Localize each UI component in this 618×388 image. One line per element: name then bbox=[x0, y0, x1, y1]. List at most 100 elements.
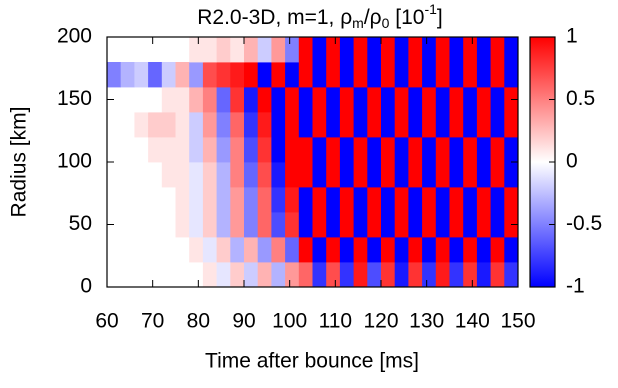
heat-cell bbox=[353, 137, 368, 163]
heat-cell bbox=[161, 87, 176, 113]
y-tick-label: 200 bbox=[57, 25, 92, 48]
heat-cell bbox=[504, 262, 519, 288]
heat-cell bbox=[422, 137, 437, 163]
heat-cell bbox=[312, 87, 327, 113]
heat-cell bbox=[230, 212, 245, 238]
heat-cell bbox=[490, 212, 505, 238]
y-tick-label: 150 bbox=[57, 87, 92, 110]
heat-cell bbox=[161, 237, 176, 263]
heat-cell bbox=[107, 212, 122, 238]
heat-cell bbox=[326, 37, 341, 63]
heat-cell bbox=[202, 137, 217, 163]
heat-cell bbox=[326, 162, 341, 188]
heat-cell bbox=[367, 62, 382, 88]
heat-cell bbox=[449, 137, 464, 163]
heat-cell bbox=[285, 212, 300, 238]
heat-cell bbox=[202, 237, 217, 263]
heat-cell bbox=[422, 162, 437, 188]
heat-cell bbox=[504, 112, 519, 138]
heat-cell bbox=[134, 112, 149, 138]
heat-cell bbox=[463, 212, 478, 238]
heat-cell bbox=[394, 137, 409, 163]
heat-cell bbox=[381, 187, 396, 213]
heat-cell bbox=[271, 62, 286, 88]
heat-cell bbox=[161, 62, 176, 88]
heat-cell bbox=[435, 237, 450, 263]
heat-cell bbox=[298, 37, 313, 63]
heat-cell bbox=[175, 87, 190, 113]
heat-cell bbox=[476, 62, 491, 88]
heat-cell bbox=[449, 237, 464, 263]
heat-cell bbox=[107, 62, 122, 88]
heat-cell bbox=[339, 112, 354, 138]
heat-cell bbox=[463, 112, 478, 138]
heat-cell bbox=[476, 187, 491, 213]
heat-cell bbox=[271, 137, 286, 163]
heat-cell bbox=[134, 237, 149, 263]
heat-cell bbox=[312, 37, 327, 63]
heat-cell bbox=[490, 137, 505, 163]
heat-cell bbox=[161, 187, 176, 213]
heat-cell bbox=[298, 137, 313, 163]
heat-cell bbox=[120, 112, 135, 138]
heat-cell bbox=[326, 212, 341, 238]
heat-cell bbox=[271, 87, 286, 113]
heat-cell bbox=[285, 137, 300, 163]
heat-cell bbox=[120, 62, 135, 88]
heat-cell bbox=[394, 37, 409, 63]
heat-cell bbox=[476, 262, 491, 288]
title-part: R2.0-3D, m=1, ρ bbox=[197, 6, 352, 29]
heat-cell bbox=[422, 62, 437, 88]
heat-cell bbox=[326, 112, 341, 138]
heat-cell bbox=[285, 37, 300, 63]
heat-cell bbox=[134, 187, 149, 213]
heat-cell bbox=[175, 137, 190, 163]
heat-cell bbox=[449, 187, 464, 213]
heat-cell bbox=[422, 112, 437, 138]
heat-cell bbox=[271, 112, 286, 138]
heat-cell bbox=[216, 212, 231, 238]
heat-cell bbox=[449, 62, 464, 88]
heat-cell bbox=[202, 262, 217, 288]
heat-cell bbox=[120, 137, 135, 163]
heat-cell bbox=[353, 262, 368, 288]
x-tick-label: 60 bbox=[95, 310, 118, 333]
heat-cell bbox=[216, 162, 231, 188]
heat-cell bbox=[435, 112, 450, 138]
y-axis-label: Radius [km] bbox=[8, 107, 31, 218]
heat-cell bbox=[271, 262, 286, 288]
heat-cell bbox=[216, 37, 231, 63]
heat-cell bbox=[463, 87, 478, 113]
heat-cell bbox=[353, 237, 368, 263]
heat-cell bbox=[189, 87, 204, 113]
heat-cell bbox=[490, 62, 505, 88]
heat-cell bbox=[298, 237, 313, 263]
heat-cell bbox=[175, 212, 190, 238]
heat-cell bbox=[230, 112, 245, 138]
heat-cell bbox=[381, 162, 396, 188]
heat-cell bbox=[216, 187, 231, 213]
heat-cell bbox=[381, 137, 396, 163]
heat-cell bbox=[189, 262, 204, 288]
heat-cell bbox=[216, 262, 231, 288]
heat-cell bbox=[408, 237, 423, 263]
heat-cell bbox=[435, 162, 450, 188]
heat-cell bbox=[381, 87, 396, 113]
heatmap bbox=[107, 37, 519, 288]
heat-cell bbox=[120, 237, 135, 263]
heat-cell bbox=[476, 137, 491, 163]
heat-cell bbox=[312, 262, 327, 288]
heat-cell bbox=[298, 87, 313, 113]
heat-cell bbox=[422, 37, 437, 63]
heat-cell bbox=[244, 187, 259, 213]
heat-cell bbox=[504, 137, 519, 163]
heat-cell bbox=[216, 137, 231, 163]
heat-cell bbox=[312, 62, 327, 88]
heat-cell bbox=[298, 62, 313, 88]
heat-cell bbox=[175, 187, 190, 213]
y-tick-label: 100 bbox=[57, 150, 92, 173]
heat-cell bbox=[339, 37, 354, 63]
heat-cell bbox=[134, 87, 149, 113]
heat-cell bbox=[271, 187, 286, 213]
